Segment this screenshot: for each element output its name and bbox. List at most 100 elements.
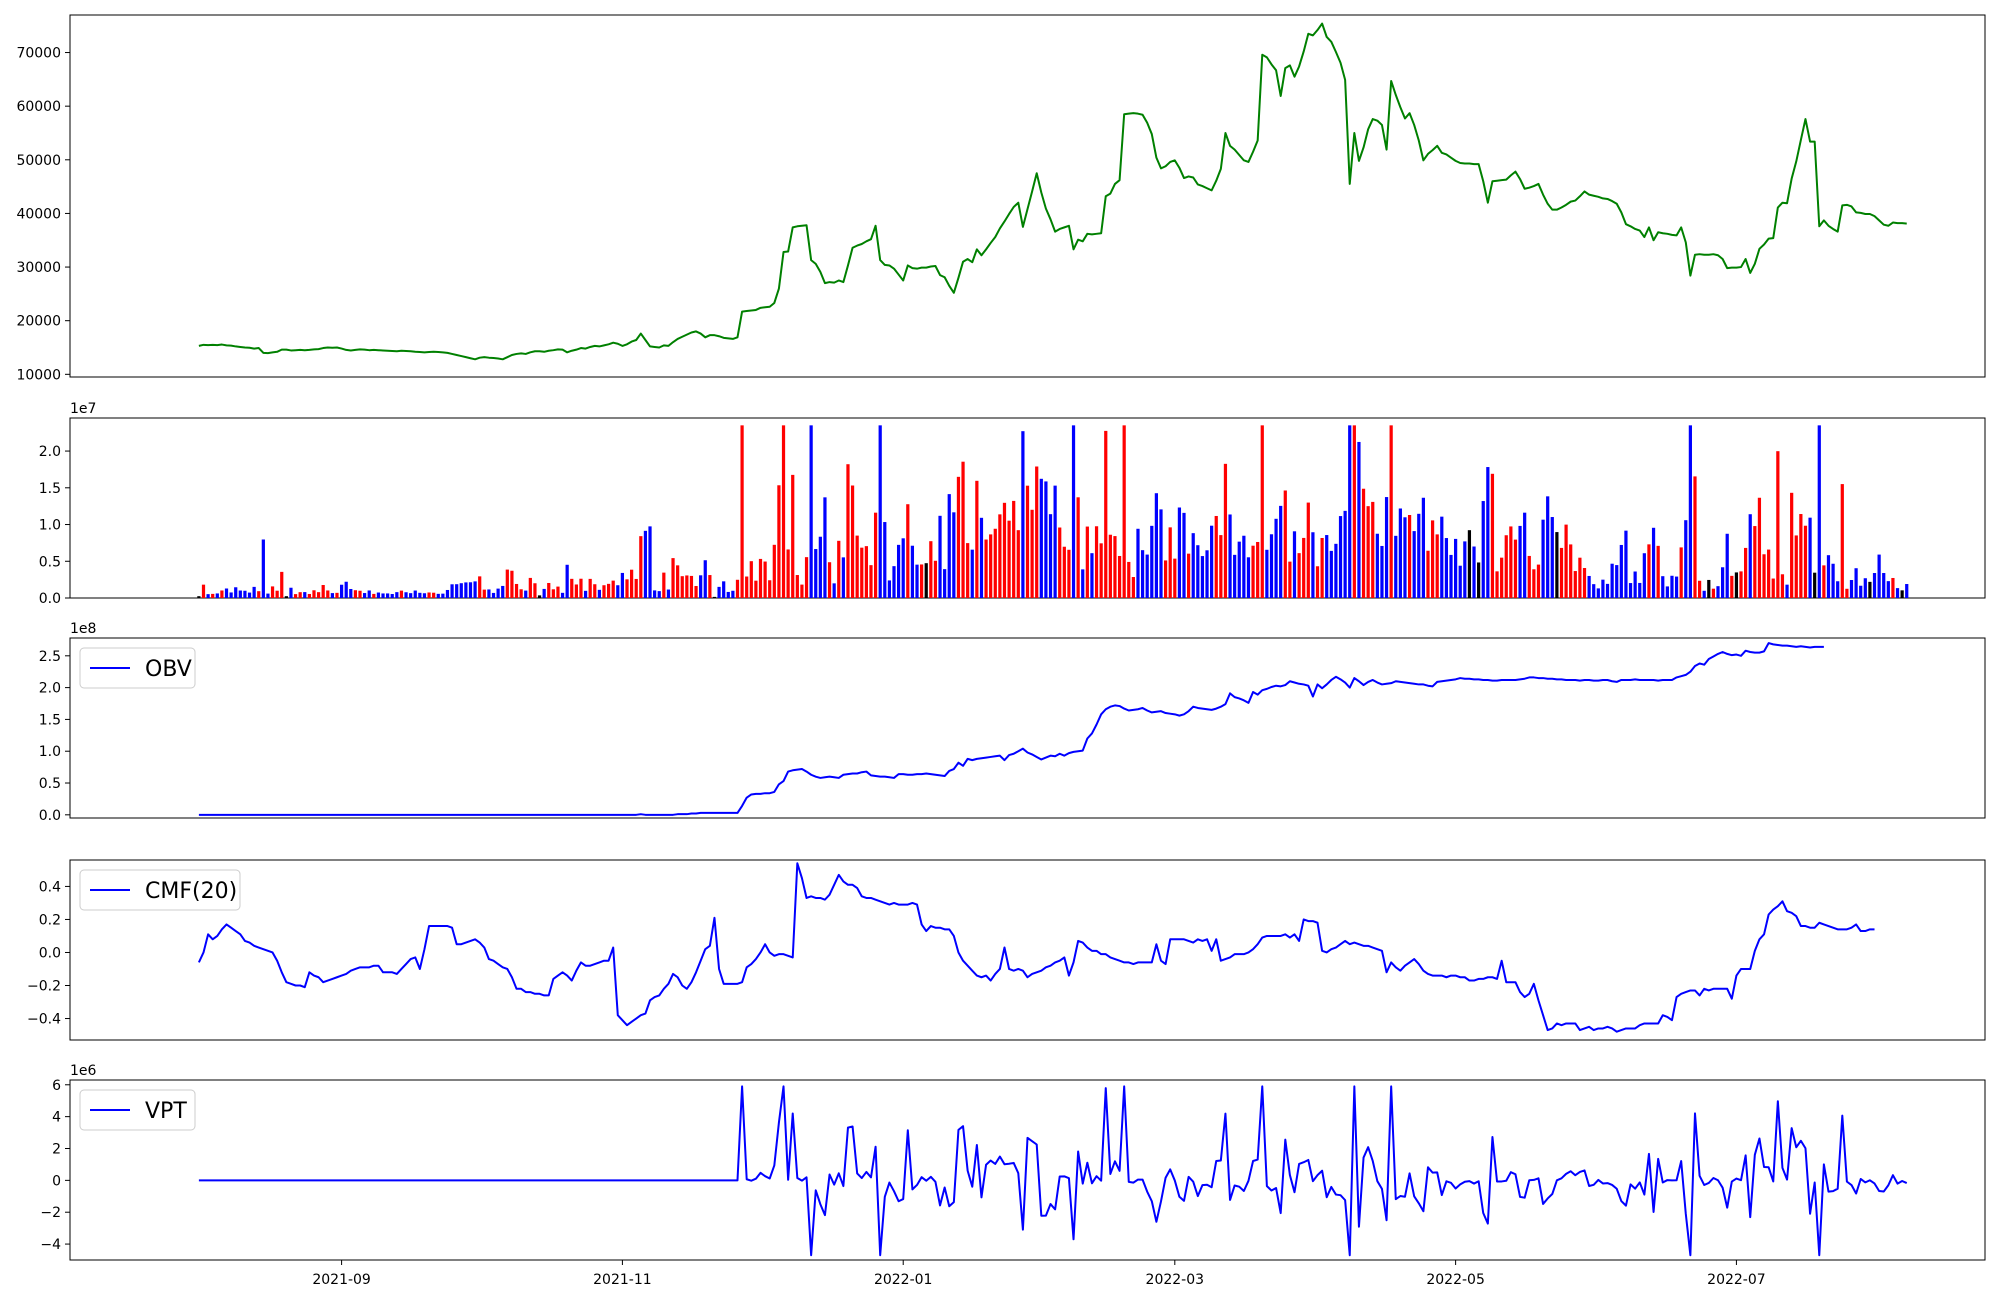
volume-bar: [1150, 525, 1154, 598]
volume-bar: [211, 593, 215, 598]
volume-bar: [455, 584, 459, 598]
volume-bar: [1002, 502, 1007, 598]
volume-bar: [1200, 556, 1205, 598]
volume-bar: [938, 515, 942, 598]
vpt-y-tick-label: 6: [52, 1078, 61, 1094]
volume-bar: [1334, 543, 1338, 598]
volume-bar: [620, 572, 625, 598]
cmf-axes-frame: [69, 859, 1986, 1041]
volume-bar: [450, 584, 454, 598]
volume-bar: [1163, 560, 1168, 598]
obv-y-tick-label: 2.0: [39, 681, 61, 697]
volume-bar: [303, 592, 307, 598]
volume-bar: [1007, 520, 1011, 598]
volume-bar: [1555, 532, 1559, 598]
volume-bar: [459, 583, 463, 598]
volume-bar: [915, 564, 919, 598]
volume-bar: [1182, 512, 1186, 598]
volume-bar: [1210, 525, 1214, 598]
volume-bar: [989, 534, 993, 598]
volume-bar: [1610, 563, 1614, 598]
volume-bar: [883, 522, 887, 598]
volume-bar: [745, 576, 749, 598]
volume-bar: [1624, 530, 1628, 598]
volume-bar: [1233, 554, 1237, 598]
volume-bar: [653, 590, 657, 598]
volume-bar: [952, 512, 956, 598]
volume-bar: [1265, 549, 1269, 598]
price-y-tick-label: 50000: [16, 153, 61, 169]
volume-bar: [703, 560, 707, 598]
volume-bar: [1154, 493, 1158, 598]
volume-bar: [1642, 553, 1646, 598]
volume-bar: [363, 593, 367, 598]
volume-bar: [560, 592, 565, 598]
volume-bar: [487, 589, 491, 598]
volume-bar: [1315, 566, 1320, 598]
volume-y-tick-label: 1.5: [39, 481, 61, 497]
volume-bar: [1679, 547, 1683, 598]
volume-bar: [837, 540, 841, 598]
x-tick-label: 2022-01: [874, 1272, 933, 1288]
volume-bar: [280, 571, 284, 598]
volume-bar: [1573, 571, 1577, 598]
volume-bar: [929, 541, 933, 598]
volume-bar: [887, 580, 892, 598]
volume-bar: [339, 584, 344, 598]
volume-bar: [1071, 425, 1076, 598]
volume-bar: [1366, 506, 1370, 598]
volume-bar: [427, 592, 431, 598]
volume-bar: [1260, 425, 1264, 598]
volume-bar: [804, 557, 809, 598]
volume-bar: [1127, 561, 1131, 598]
volume-bar: [326, 590, 330, 598]
vpt-y-tick-label: 4: [52, 1110, 61, 1126]
volume-bar: [220, 590, 224, 598]
volume-bar: [206, 594, 210, 598]
volume-bar: [1794, 535, 1798, 598]
volume-bar: [1693, 476, 1697, 598]
volume-bar: [1477, 562, 1481, 598]
volume-bar: [528, 577, 532, 598]
volume-bar: [1279, 505, 1283, 598]
volume-bar: [229, 592, 233, 598]
volume-bar: [1269, 534, 1274, 598]
volume-bar: [1159, 509, 1163, 598]
cmf-y-tick-label: −0.2: [27, 979, 61, 995]
volume-bar: [243, 590, 247, 598]
volume-bar: [1311, 532, 1315, 598]
vpt-legend-box: [79, 1089, 196, 1131]
volume-bar: [1582, 568, 1587, 598]
volume-bar: [1564, 524, 1568, 598]
volume-bar: [247, 592, 252, 598]
volume-bar: [1256, 541, 1260, 598]
volume-bar: [1048, 514, 1053, 598]
volume-bar: [1435, 534, 1439, 598]
volume-bar: [252, 586, 256, 598]
volume-bar: [284, 596, 288, 598]
volume-bar: [685, 575, 689, 598]
volume-bar: [224, 588, 229, 598]
volume-bar: [418, 592, 422, 598]
x-tick-label: 2021-11: [593, 1272, 652, 1288]
volume-bar: [1191, 533, 1195, 598]
volume-bar: [781, 425, 786, 598]
volume-bar: [1628, 583, 1633, 598]
volume-bar: [1504, 535, 1508, 598]
volume-bar: [786, 549, 790, 598]
volume-bar: [818, 536, 822, 598]
volume-bar: [1463, 541, 1467, 598]
volume-bar: [1697, 580, 1702, 598]
volume-bar: [998, 514, 1002, 598]
volume-bar: [984, 539, 988, 598]
volume-bar: [353, 590, 358, 598]
volume-bar: [906, 504, 910, 598]
volume-bar: [1513, 539, 1518, 598]
volume-bar: [1246, 557, 1251, 598]
vpt-y-tick-label: −2: [40, 1205, 61, 1221]
volume-bar: [1104, 430, 1108, 598]
volume-bar: [1016, 530, 1020, 598]
obv-offset-label: 1e8: [70, 621, 96, 637]
volume-bar: [823, 497, 827, 598]
volume-bar: [1297, 553, 1301, 598]
